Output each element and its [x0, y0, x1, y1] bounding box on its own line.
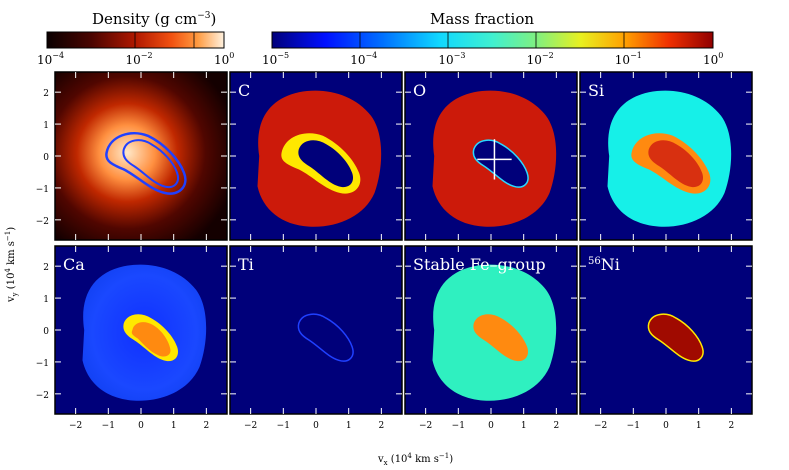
- panel-label: Si: [588, 81, 604, 100]
- panel-label: C: [238, 81, 250, 100]
- panel-label: 56Ni: [588, 255, 620, 274]
- x-tick-label: −2: [69, 421, 82, 431]
- panel-oxygen: O: [404, 71, 578, 241]
- panel-titanium: Ti −2 −1 0 1 2: [229, 245, 403, 431]
- panel-nickel: 56Ni −2 −1 0 1 2: [579, 245, 753, 431]
- x-axis-label: vx (104 km s−1): [377, 452, 453, 467]
- mass-tick-label: 10−5: [262, 51, 289, 67]
- mass-tick-label: 100: [703, 51, 723, 67]
- panel-label: Ti: [238, 255, 254, 274]
- x-tick-label: 0: [488, 421, 494, 431]
- y-tick-label: −1: [36, 359, 49, 369]
- panel-label: Ca: [63, 255, 85, 274]
- x-tick-label: 1: [696, 421, 702, 431]
- mass-tick-label: 10−2: [527, 51, 554, 67]
- y-tick-label: −2: [36, 391, 49, 401]
- x-tick-label: −1: [102, 421, 115, 431]
- density-tick-label: 10−2: [126, 51, 153, 67]
- density-map: [55, 72, 227, 240]
- density-tick-label: 10−4: [37, 51, 64, 67]
- mass-colorbar-gradient: [271, 31, 714, 49]
- x-tick-label: 1: [171, 421, 177, 431]
- x-tick-label: 2: [203, 421, 209, 431]
- y-tick-label: 2: [43, 89, 49, 99]
- panel-carbon: C: [229, 71, 403, 241]
- y-tick-label: −2: [36, 217, 49, 227]
- x-tick-label: 2: [728, 421, 734, 431]
- y-tick-label: −1: [36, 185, 49, 195]
- mass-colorbar: Mass fraction 10−5 10−4 10−3 10−2 10−1 100: [262, 10, 723, 67]
- x-tick-label: −2: [244, 421, 257, 431]
- x-tick-label: 0: [663, 421, 669, 431]
- y-tick-label: 0: [43, 153, 49, 163]
- y-tick-label: 1: [43, 121, 49, 131]
- mass-tick-label: 10−4: [350, 51, 377, 67]
- y-axis-label: vy (104 km s−1): [4, 227, 19, 303]
- density-colorbar: Density (g cm−3) 10−4 10−2 100: [37, 10, 234, 67]
- x-tick-label: 0: [313, 421, 319, 431]
- mass-tick-label: 10−1: [615, 51, 642, 67]
- titanium-map: [230, 246, 402, 414]
- x-tick-label: −2: [594, 421, 607, 431]
- y-tick-label: 1: [43, 295, 49, 305]
- x-tick-label: −1: [277, 421, 290, 431]
- density-contour: [105, 131, 187, 195]
- nickel-core: [647, 313, 704, 362]
- x-tick-label: −1: [627, 421, 640, 431]
- density-colorbar-gradient: [46, 31, 225, 49]
- y-tick-label: 2: [43, 263, 49, 273]
- x-tick-label: 2: [378, 421, 384, 431]
- panel-calcium: Ca 2 1 0 −1 −2 −2 −1 0 1 2: [36, 245, 228, 431]
- panel-fegroup: Stable Fe–group −2 −1 0 1 2: [404, 245, 578, 431]
- panel-density: 2 1 0 −1 −2: [36, 71, 228, 241]
- x-tick-label: 0: [138, 421, 144, 431]
- panel-label: Stable Fe–group: [413, 255, 546, 274]
- x-tick-label: −2: [419, 421, 432, 431]
- x-tick-label: 2: [553, 421, 559, 431]
- panel-label: O: [413, 81, 426, 100]
- mass-tick-label: 10−3: [438, 51, 465, 67]
- x-tick-label: −1: [452, 421, 465, 431]
- y-tick-label: 0: [43, 327, 49, 337]
- density-title: Density (g cm−3): [92, 10, 216, 28]
- x-tick-label: 1: [346, 421, 352, 431]
- mass-title: Mass fraction: [430, 10, 534, 28]
- panel-silicon: Si: [579, 71, 753, 241]
- density-tick-label: 100: [214, 51, 234, 67]
- x-tick-label: 1: [521, 421, 527, 431]
